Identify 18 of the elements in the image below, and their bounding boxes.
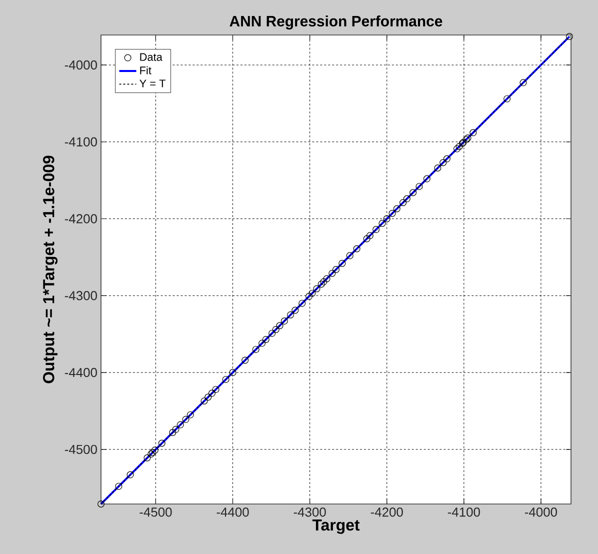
x-axis-title: Target xyxy=(312,520,360,534)
y-tick-label: -4200 xyxy=(64,214,97,224)
y-tick-label: -4100 xyxy=(64,137,97,146)
legend-label: Data xyxy=(140,53,162,61)
y-axis-title: Output ~= 1*Target + -1.1e-009 xyxy=(43,156,58,384)
y-tick-label: -4000 xyxy=(64,60,97,70)
y-tick-label: -4500 xyxy=(64,444,97,454)
x-tick-label: -4200 xyxy=(370,508,403,517)
y-tick-label: -4400 xyxy=(64,368,97,378)
y-tick-label: -4300 xyxy=(64,291,97,300)
chart-title: ANN Regression Performance xyxy=(230,16,442,30)
legend-label: Fit xyxy=(140,66,152,74)
x-tick-label: -4400 xyxy=(216,508,249,517)
x-tick-label: -4300 xyxy=(294,508,326,517)
x-tick-label: -4000 xyxy=(524,508,558,517)
x-tick-label: -4100 xyxy=(448,508,480,517)
legend-label: Y = T xyxy=(140,80,166,88)
x-tick-label: -4500 xyxy=(140,508,172,517)
